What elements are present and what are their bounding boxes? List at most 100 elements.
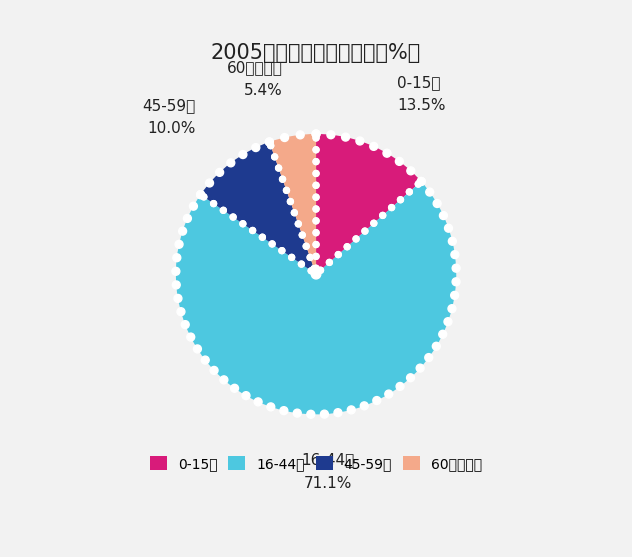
Circle shape xyxy=(313,159,319,164)
Circle shape xyxy=(426,188,434,196)
Circle shape xyxy=(313,182,319,188)
Text: 0-15岁: 0-15岁 xyxy=(398,75,441,90)
Circle shape xyxy=(272,154,277,160)
Circle shape xyxy=(362,228,368,234)
Circle shape xyxy=(307,255,313,260)
Circle shape xyxy=(197,190,205,199)
Circle shape xyxy=(183,214,191,222)
Circle shape xyxy=(451,251,459,258)
Circle shape xyxy=(389,204,394,211)
Circle shape xyxy=(353,236,359,242)
Circle shape xyxy=(173,281,180,289)
Circle shape xyxy=(230,214,236,220)
Circle shape xyxy=(300,232,305,238)
Circle shape xyxy=(380,212,386,218)
Circle shape xyxy=(313,265,319,271)
Circle shape xyxy=(371,220,377,226)
Text: 16-44岁: 16-44岁 xyxy=(301,452,355,467)
Circle shape xyxy=(396,383,404,390)
Circle shape xyxy=(313,229,319,236)
Text: 45-59岁: 45-59岁 xyxy=(143,98,196,113)
Circle shape xyxy=(272,154,277,160)
Circle shape xyxy=(326,260,332,265)
Circle shape xyxy=(221,207,226,213)
Circle shape xyxy=(313,218,319,224)
Circle shape xyxy=(362,228,368,234)
Circle shape xyxy=(288,199,293,204)
Circle shape xyxy=(268,143,274,149)
Circle shape xyxy=(227,159,234,167)
Circle shape xyxy=(181,321,189,329)
Circle shape xyxy=(291,210,297,216)
Circle shape xyxy=(313,182,319,188)
Circle shape xyxy=(265,138,273,146)
Circle shape xyxy=(452,264,460,272)
Wedge shape xyxy=(269,134,316,274)
Circle shape xyxy=(193,345,202,353)
Circle shape xyxy=(444,224,453,232)
Circle shape xyxy=(371,220,377,226)
Circle shape xyxy=(210,201,217,207)
Circle shape xyxy=(259,234,265,240)
Circle shape xyxy=(177,307,185,316)
Text: 10.0%: 10.0% xyxy=(147,121,196,136)
Circle shape xyxy=(313,159,319,164)
Circle shape xyxy=(415,181,421,187)
Circle shape xyxy=(303,243,309,249)
Circle shape xyxy=(289,255,295,260)
Circle shape xyxy=(205,179,214,187)
Text: 13.5%: 13.5% xyxy=(398,98,446,113)
Circle shape xyxy=(313,170,319,177)
Circle shape xyxy=(417,178,425,185)
Circle shape xyxy=(298,261,305,267)
Circle shape xyxy=(360,402,368,410)
Circle shape xyxy=(448,305,456,312)
Circle shape xyxy=(406,189,412,195)
Circle shape xyxy=(230,214,236,220)
Circle shape xyxy=(250,227,255,233)
Text: 71.1%: 71.1% xyxy=(303,476,352,491)
Circle shape xyxy=(396,158,403,165)
Circle shape xyxy=(172,267,180,275)
Text: 5.4%: 5.4% xyxy=(244,84,283,99)
Wedge shape xyxy=(200,142,316,274)
Circle shape xyxy=(269,241,275,247)
Circle shape xyxy=(231,384,238,392)
Circle shape xyxy=(279,248,285,253)
Circle shape xyxy=(348,406,355,414)
Circle shape xyxy=(313,206,319,212)
Circle shape xyxy=(313,253,319,260)
Circle shape xyxy=(308,268,314,274)
Circle shape xyxy=(312,130,320,138)
Circle shape xyxy=(406,189,412,195)
Circle shape xyxy=(303,243,309,249)
Circle shape xyxy=(179,227,186,235)
Circle shape xyxy=(326,260,332,265)
Circle shape xyxy=(240,221,246,227)
Circle shape xyxy=(216,168,224,177)
Circle shape xyxy=(320,410,329,418)
Circle shape xyxy=(210,201,217,207)
Circle shape xyxy=(313,265,319,271)
Circle shape xyxy=(432,343,441,350)
Circle shape xyxy=(201,356,209,364)
Title: 2005年流动人口年龄构成（%）: 2005年流动人口年龄构成（%） xyxy=(211,43,421,63)
Wedge shape xyxy=(176,182,456,414)
Circle shape xyxy=(190,202,197,210)
Circle shape xyxy=(313,253,319,260)
Circle shape xyxy=(313,242,319,247)
Wedge shape xyxy=(316,134,421,274)
Circle shape xyxy=(281,134,289,141)
Circle shape xyxy=(295,221,301,227)
Circle shape xyxy=(307,255,313,260)
Circle shape xyxy=(265,138,273,146)
Circle shape xyxy=(221,207,226,213)
Circle shape xyxy=(312,270,321,279)
Circle shape xyxy=(389,204,394,211)
Circle shape xyxy=(313,135,319,141)
Circle shape xyxy=(407,167,415,175)
Circle shape xyxy=(398,197,403,203)
Circle shape xyxy=(250,227,255,233)
Circle shape xyxy=(174,295,182,302)
Circle shape xyxy=(300,232,305,238)
